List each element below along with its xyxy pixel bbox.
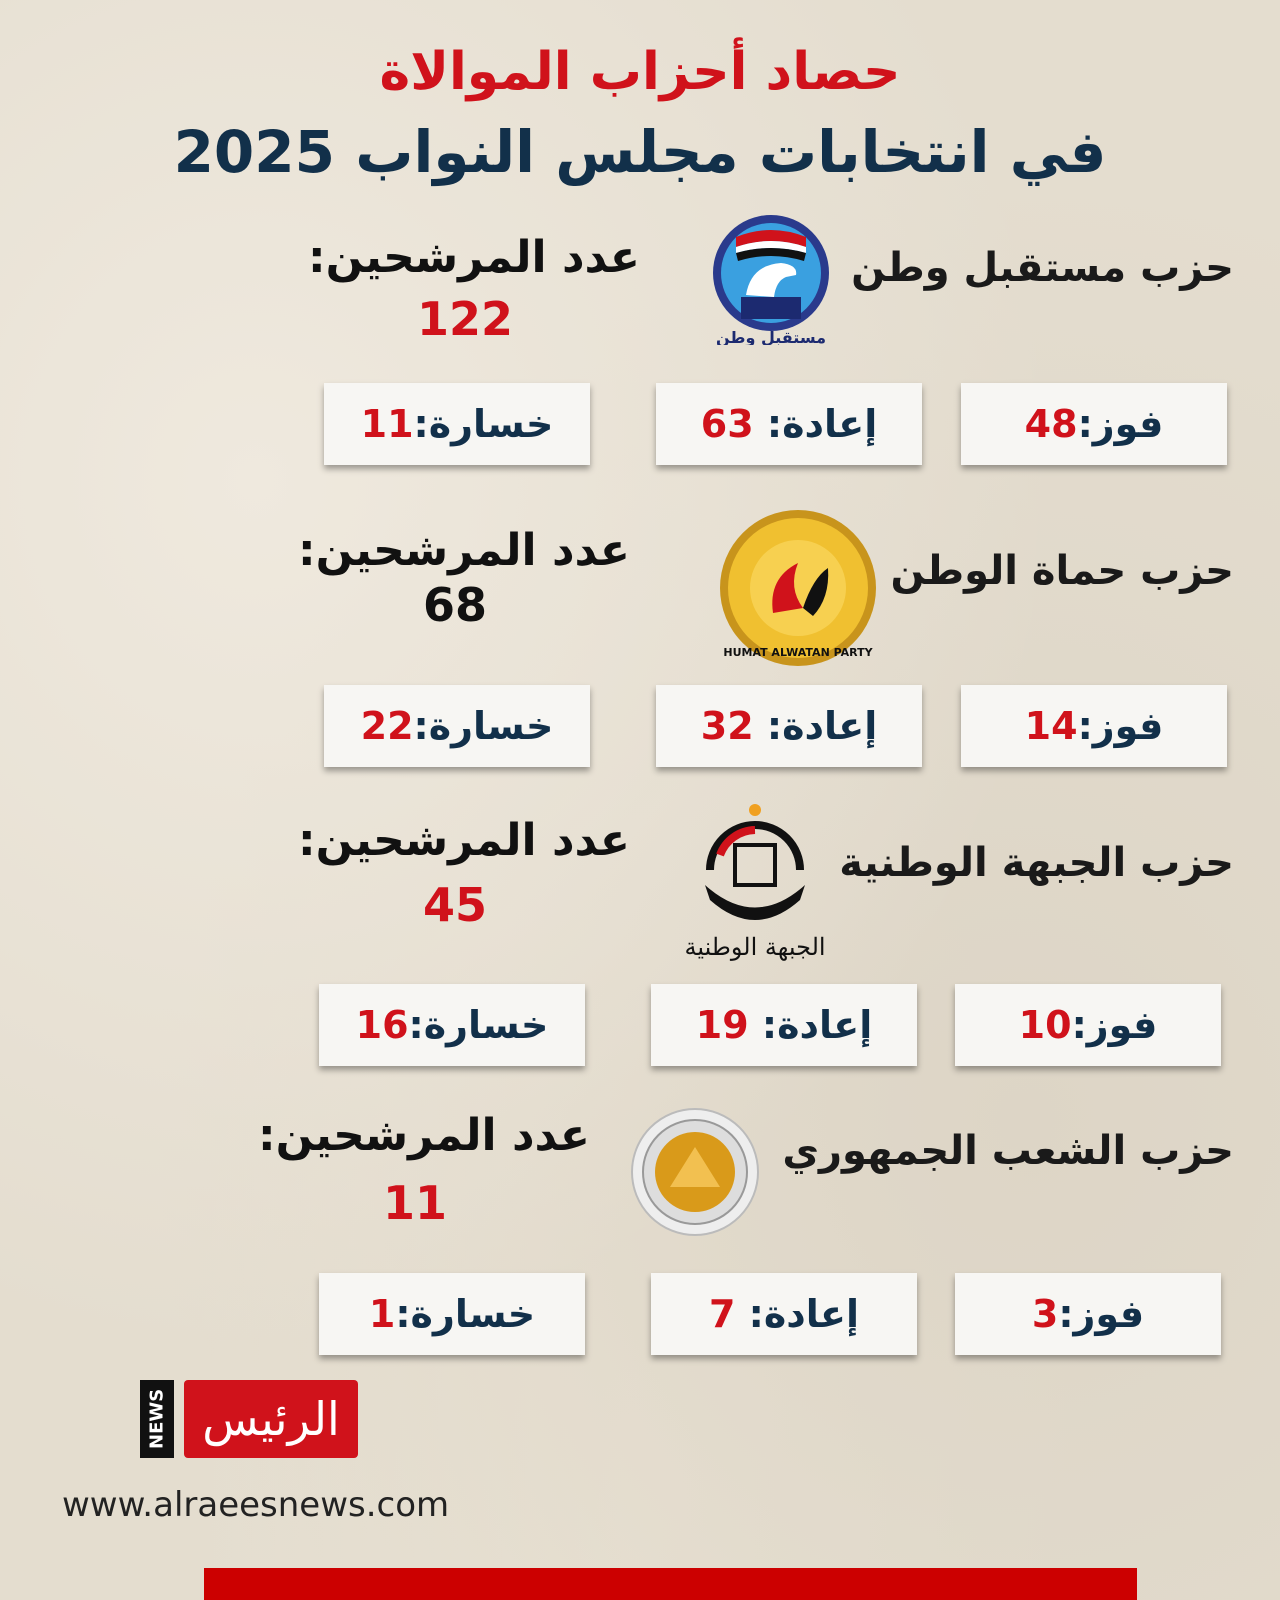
win-label: فوز:: [1058, 1292, 1145, 1336]
rerun-count: 19: [695, 1003, 749, 1047]
party-logo: الجبهة الوطنية: [684, 800, 826, 961]
win-count: 3: [1031, 1292, 1059, 1336]
brand-logo: NEWS الرئيس: [140, 1380, 358, 1458]
candidates-label: عدد المرشحين:: [298, 815, 630, 866]
website-url: www.alraeesnews.com: [62, 1485, 450, 1525]
win-label: فوز:: [1077, 704, 1164, 748]
loss-box: خسارة: 22: [324, 685, 590, 767]
rerun-label: إعادة:: [748, 1003, 873, 1047]
rerun-label: إعادة:: [753, 402, 878, 446]
loss-box: خسارة: 1: [319, 1273, 585, 1355]
loss-count: 1: [368, 1292, 396, 1336]
footer-bar: [204, 1568, 1137, 1600]
candidates-count: 122: [416, 292, 514, 346]
svg-text:الجبهة الوطنية: الجبهة الوطنية: [685, 933, 825, 961]
party-name: حزب الجبهة الوطنية: [839, 840, 1234, 886]
rerun-label: إعادة:: [753, 704, 878, 748]
win-box: فوز: 10: [955, 984, 1221, 1066]
party-logo: مستقبل وطن: [706, 215, 836, 347]
rerun-box: إعادة: 32: [656, 685, 922, 767]
title-line1: حصاد أحزاب الموالاة: [379, 42, 901, 102]
win-box: فوز: 14: [961, 685, 1227, 767]
rerun-count: 32: [700, 704, 754, 748]
candidates-label: عدد المرشحين:: [258, 1110, 590, 1161]
candidates-count: 45: [422, 878, 487, 932]
brand-news-tag: NEWS: [140, 1380, 174, 1458]
party-logo: [630, 1107, 760, 1237]
rerun-box: إعادة: 63: [656, 383, 922, 465]
win-box: فوز: 3: [955, 1273, 1221, 1355]
win-label: فوز:: [1077, 402, 1164, 446]
party-name: حزب مستقبل وطن: [851, 245, 1234, 291]
candidates-label: عدد المرشحين:: [298, 525, 630, 576]
rerun-label: إعادة:: [735, 1292, 860, 1336]
rerun-box: إعادة: 7: [651, 1273, 917, 1355]
win-box: فوز: 48: [961, 383, 1227, 465]
rerun-count: 7: [708, 1292, 736, 1336]
win-count: 14: [1024, 704, 1078, 748]
loss-box: خسارة: 16: [319, 984, 585, 1066]
win-count: 48: [1024, 402, 1078, 446]
loss-count: 22: [360, 704, 414, 748]
title-line2: في انتخابات مجلس النواب 2025: [173, 118, 1107, 186]
win-count: 10: [1018, 1003, 1072, 1047]
party-name: حزب حماة الوطن: [890, 548, 1234, 594]
svg-text:HUMAT ALWATAN PARTY: HUMAT ALWATAN PARTY: [723, 646, 873, 659]
candidates-count: 11: [382, 1176, 447, 1230]
loss-count: 11: [360, 402, 414, 446]
party-name: حزب الشعب الجمهوري: [782, 1128, 1234, 1174]
svg-text:مستقبل وطن: مستقبل وطن: [716, 328, 826, 345]
rerun-box: إعادة: 19: [651, 984, 917, 1066]
loss-label: خسارة:: [413, 402, 554, 446]
party-logo: HUMAT ALWATAN PARTY: [718, 508, 876, 666]
loss-box: خسارة: 11: [324, 383, 590, 465]
loss-label: خسارة:: [408, 1003, 549, 1047]
candidates-count: 68: [422, 578, 487, 632]
loss-label: خسارة:: [413, 704, 554, 748]
brand-name: الرئيس: [184, 1380, 358, 1458]
candidates-label: عدد المرشحين:: [308, 232, 640, 283]
rerun-count: 63: [700, 402, 754, 446]
win-label: فوز:: [1071, 1003, 1158, 1047]
loss-count: 16: [355, 1003, 409, 1047]
loss-label: خسارة:: [395, 1292, 536, 1336]
